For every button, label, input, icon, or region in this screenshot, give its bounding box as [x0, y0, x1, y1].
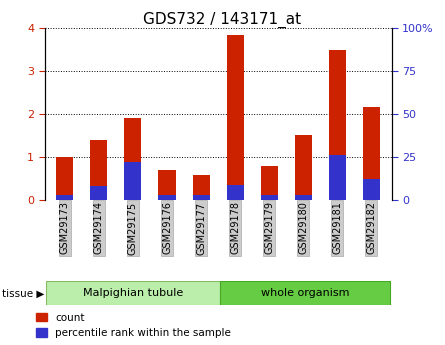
Bar — [220, 281, 390, 305]
Bar — [295, 136, 312, 200]
Bar — [46, 281, 220, 305]
Bar — [158, 195, 175, 200]
Text: Malpighian tubule: Malpighian tubule — [83, 288, 183, 298]
Bar — [90, 186, 107, 200]
Bar — [261, 195, 278, 200]
Bar — [193, 195, 210, 200]
Bar — [261, 166, 278, 200]
Bar — [329, 155, 346, 200]
Bar — [363, 179, 380, 200]
Bar — [193, 175, 210, 200]
Bar — [125, 118, 142, 200]
Text: tissue ▶: tissue ▶ — [2, 289, 44, 299]
Bar — [227, 35, 243, 200]
Bar — [363, 107, 380, 200]
Bar — [295, 195, 312, 200]
Legend: count, percentile rank within the sample: count, percentile rank within the sample — [36, 313, 231, 338]
Bar — [227, 185, 243, 200]
Bar — [125, 162, 142, 200]
Text: whole organism: whole organism — [261, 288, 349, 298]
Bar — [57, 157, 73, 200]
Bar — [158, 170, 175, 200]
Bar — [90, 140, 107, 200]
Text: GDS732 / 143171_at: GDS732 / 143171_at — [143, 12, 302, 28]
Bar — [57, 195, 73, 200]
Bar — [329, 50, 346, 200]
